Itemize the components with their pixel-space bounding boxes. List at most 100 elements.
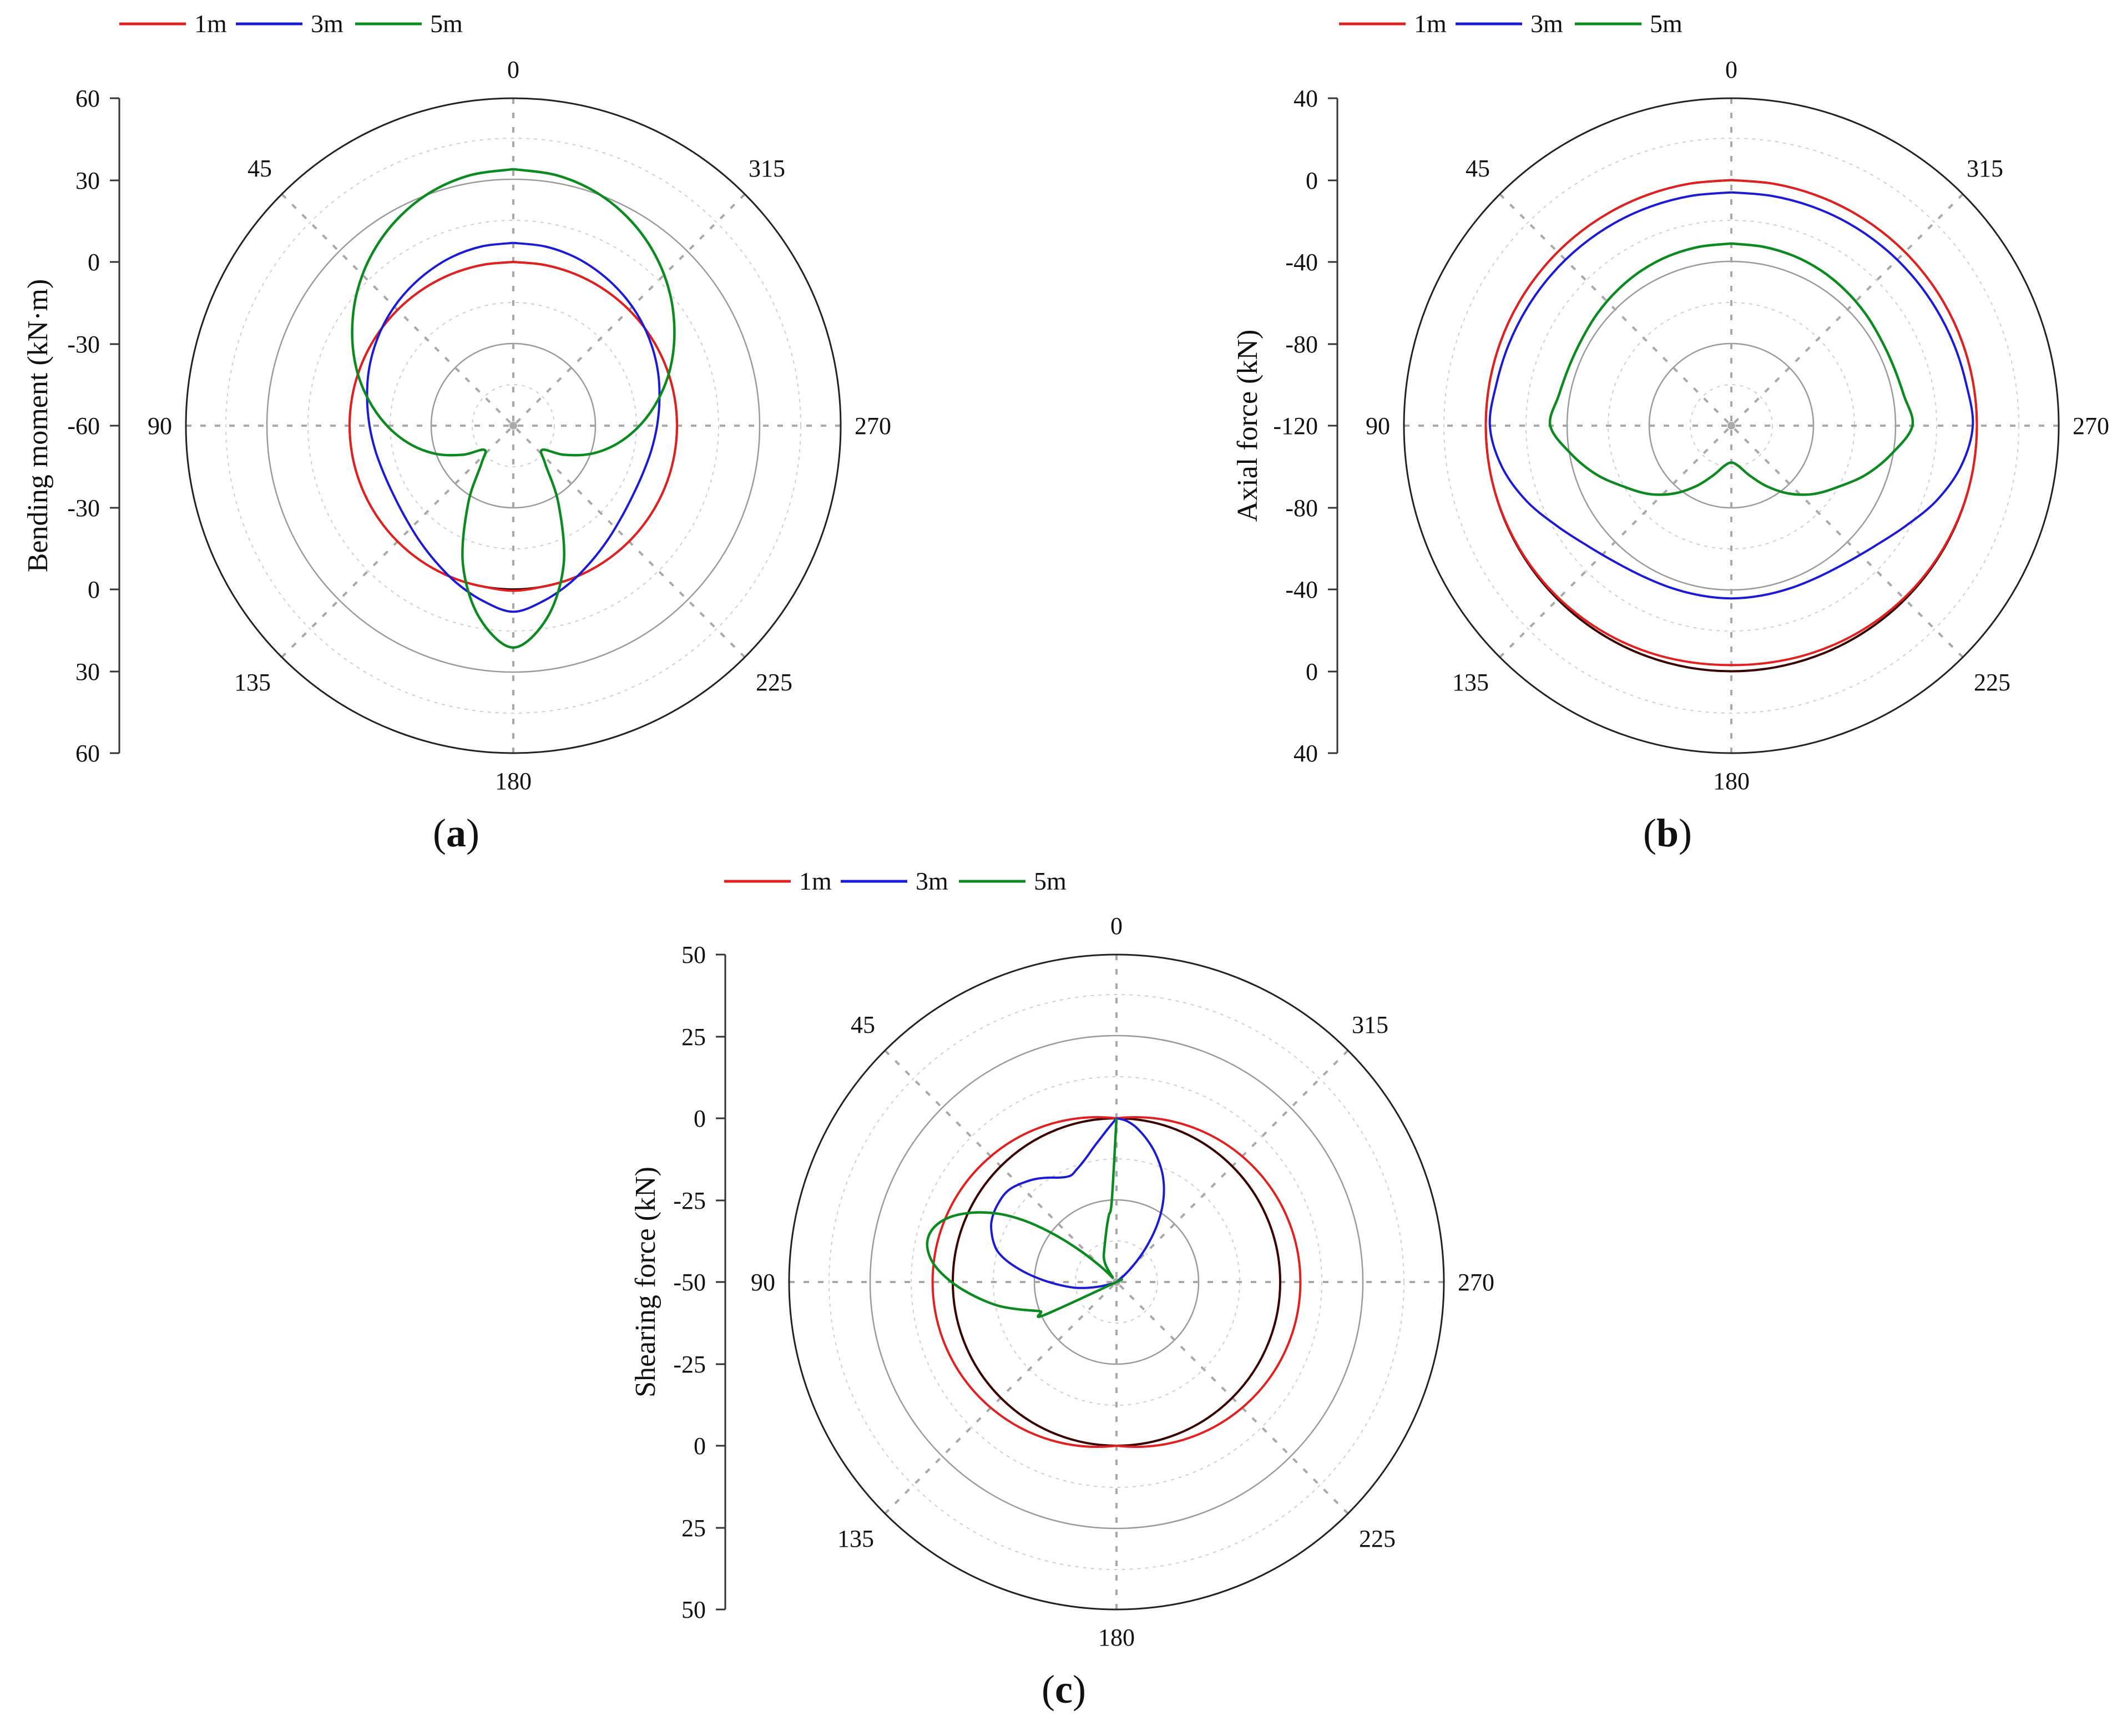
- series-c: [926, 1116, 1302, 1448]
- axis-title-a: Bending moment (kN·m): [22, 279, 54, 573]
- radial-tick-label-b: -80: [1285, 331, 1318, 358]
- legend-c: 1m 3m 5m: [724, 867, 1067, 895]
- radial-axis-c: 50 25 0 -25 -50 -25 0 25 50 Shearing for…: [630, 941, 726, 1623]
- series-c-5m-line: [926, 1118, 1123, 1318]
- radial-axis-a: 60 30 0 -30 -60 -30 0 30 60 Bending mome…: [22, 85, 120, 767]
- angle-label-a-225: 225: [756, 669, 792, 696]
- angle-label-a-45: 45: [247, 155, 272, 182]
- series-a: [348, 168, 679, 649]
- series-a-5m-line: [351, 168, 676, 649]
- legend-b-3m-label: 3m: [1530, 9, 1563, 38]
- legend-b: 1m 3m 5m: [1339, 9, 1683, 38]
- minor-ring-b-4: [1443, 138, 2019, 714]
- angle-label-b-135: 135: [1452, 669, 1489, 696]
- radial-tick-label-a: -30: [67, 494, 100, 522]
- series-b-3m-line: [1488, 191, 1974, 600]
- angle-label-a-315: 315: [749, 155, 785, 182]
- radial-axis-b: 40 0 -40 -80 -120 -80 -40 0 40 Axial for…: [1232, 85, 1338, 767]
- series-b: [1484, 179, 1978, 673]
- angle-label-b-0: 0: [1725, 56, 1737, 83]
- angle-label-a-0: 0: [507, 56, 519, 83]
- legend-a-3m-label: 3m: [311, 9, 343, 38]
- major-ring-a-2: [266, 178, 761, 673]
- radial-tick-label-a: 0: [88, 576, 100, 603]
- panel-b: 1m 3m 5m 0 45 90 135 180 225: [1232, 9, 2109, 855]
- polar-grid-b: [1403, 97, 2060, 754]
- angle-label-a-270: 270: [855, 412, 891, 440]
- angle-label-b-90: 90: [1366, 412, 1390, 440]
- angle-label-a-135: 135: [234, 669, 271, 696]
- radial-tick-label-b: -40: [1285, 576, 1318, 603]
- axis-title-b: Axial force (kN): [1232, 330, 1264, 522]
- radial-tick-label-c: 0: [694, 1432, 706, 1460]
- radial-tick-label-b: 40: [1294, 740, 1318, 767]
- angle-label-b-45: 45: [1466, 155, 1490, 182]
- outer-circle-b: [1403, 97, 2060, 754]
- axis-title-c: Shearing force (kN): [630, 1167, 661, 1397]
- angle-labels-c: 0 45 90 135 180 225 270 315: [751, 912, 1494, 1651]
- radial-tick-label-a: 0: [88, 249, 100, 276]
- radial-tick-label-a: -30: [67, 331, 100, 358]
- outer-circle-c: [788, 953, 1445, 1611]
- radial-tick-label-b: 0: [1306, 658, 1318, 685]
- radial-tick-label-b: -40: [1285, 249, 1318, 276]
- radial-tick-label-a: 30: [75, 658, 100, 685]
- panel-label-b: (b): [1643, 811, 1692, 855]
- series-b-5m-line: [1548, 242, 1914, 496]
- radial-tick-label-c: 25: [681, 1023, 706, 1051]
- legend-c-5m-label: 5m: [1034, 867, 1067, 895]
- minor-ring-b-1: [1690, 384, 1773, 467]
- radial-tick-label-b: -120: [1273, 412, 1318, 440]
- radial-tick-label-b: 0: [1306, 167, 1318, 194]
- outer-circle-a: [185, 97, 842, 754]
- center-dot-b: [1727, 422, 1735, 430]
- radial-tick-label-b: 40: [1294, 85, 1318, 112]
- minor-ring-c-3: [911, 1076, 1322, 1488]
- radial-tick-label-c: 50: [681, 1596, 706, 1623]
- angle-label-c-135: 135: [837, 1525, 874, 1552]
- panel-label-a: (a): [433, 811, 479, 855]
- radial-tick-label-c: -25: [673, 1187, 706, 1214]
- radial-tick-label-c: 25: [681, 1515, 706, 1542]
- angle-label-c-45: 45: [851, 1011, 875, 1038]
- angle-label-c-0: 0: [1110, 912, 1123, 940]
- legend-c-1m-label: 1m: [799, 867, 832, 895]
- legend-a-1m-label: 1m: [194, 9, 227, 38]
- radial-tick-label-a: 30: [75, 167, 100, 194]
- major-ring-c-2: [869, 1034, 1364, 1530]
- angle-label-c-225: 225: [1359, 1525, 1396, 1552]
- angle-label-c-270: 270: [1458, 1269, 1494, 1296]
- radial-tick-label-a: 60: [75, 85, 100, 112]
- angle-label-c-315: 315: [1352, 1011, 1388, 1038]
- angle-label-a-180: 180: [495, 768, 532, 795]
- angle-label-b-225: 225: [1974, 669, 2010, 696]
- panel-c: 1m 3m 5m 0 45 90 135 180 225: [630, 867, 1494, 1712]
- legend-b-1m-label: 1m: [1414, 9, 1447, 38]
- center-dot-a: [509, 422, 517, 430]
- minor-ring-a-3: [307, 220, 719, 632]
- angle-label-b-315: 315: [1967, 155, 2003, 182]
- radial-tick-label-a: 60: [75, 740, 100, 767]
- radial-tick-label-c: 50: [681, 941, 706, 968]
- radial-tick-label-c: -50: [673, 1269, 706, 1296]
- angle-label-b-270: 270: [2073, 412, 2109, 440]
- polar-grid-a: [185, 97, 842, 754]
- angle-labels-a: 0 45 90 135 180 225 270 315: [148, 56, 891, 795]
- radial-tick-label-c: -25: [673, 1351, 706, 1378]
- radial-tick-label-a: -60: [67, 412, 100, 440]
- angle-label-b-180: 180: [1713, 768, 1750, 795]
- legend-b-5m-label: 5m: [1650, 9, 1683, 38]
- minor-ring-c-4: [828, 994, 1404, 1570]
- series-b-1m-line: [1484, 179, 1978, 667]
- minor-ring-a-4: [225, 138, 801, 714]
- legend-c-3m-label: 3m: [916, 867, 948, 895]
- radial-tick-label-b: -80: [1285, 494, 1318, 522]
- series-a-1m-line: [348, 261, 679, 592]
- radial-tick-label-c: 0: [694, 1105, 706, 1132]
- minor-ring-c-1: [1075, 1240, 1158, 1324]
- angle-label-c-180: 180: [1098, 1624, 1135, 1651]
- angle-label-c-90: 90: [751, 1269, 775, 1296]
- series-c-1m-line: [931, 1116, 1302, 1448]
- angle-label-a-90: 90: [148, 412, 172, 440]
